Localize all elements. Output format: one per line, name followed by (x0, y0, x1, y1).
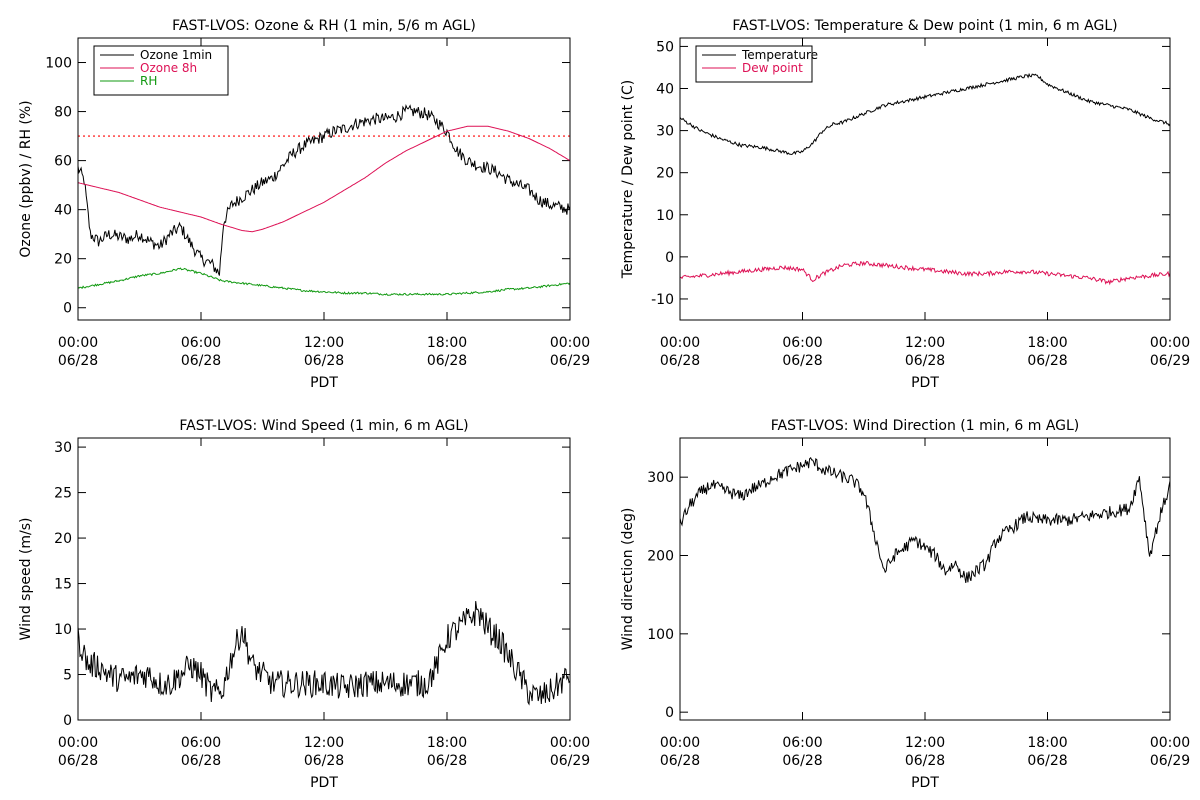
y-tick-label: 5 (63, 668, 72, 684)
x-axis-label: PDT (310, 375, 338, 391)
x-tick-label: 18:00 (1027, 735, 1067, 751)
series-line-2 (680, 260, 1170, 286)
y-tick-label: 10 (656, 208, 674, 224)
x-tick-label: 06/28 (58, 753, 98, 769)
y-tick-label: 200 (647, 549, 674, 565)
y-tick-label: 100 (45, 56, 72, 72)
x-tick-label: 06/29 (1150, 753, 1190, 769)
y-tick-label: 100 (647, 627, 674, 643)
x-tick-label: 06/28 (782, 353, 822, 369)
x-tick-label: 06/28 (427, 353, 467, 369)
series-line-1 (78, 601, 570, 706)
y-tick-label: 40 (54, 203, 72, 219)
y-axis-label: Wind direction (deg) (620, 508, 636, 651)
x-tick-label: 06/28 (304, 753, 344, 769)
plot-frame (77, 37, 571, 321)
y-tick-label: 50 (656, 39, 674, 55)
y-tick-label: 80 (54, 105, 72, 121)
chart-panel-1: FAST-LVOS: Ozone & RH (1 min, 5/6 m AGL)… (18, 18, 590, 391)
x-tick-label: 06/29 (550, 753, 590, 769)
x-tick-label: 00:00 (660, 335, 700, 351)
x-tick-label: 06/29 (550, 353, 590, 369)
plot-frame (77, 437, 571, 721)
plot-frame (679, 37, 1171, 321)
x-tick-label: 06/28 (660, 753, 700, 769)
chart-title: FAST-LVOS: Temperature & Dew point (1 mi… (732, 18, 1117, 34)
x-tick-label: 06/28 (1027, 353, 1067, 369)
x-tick-label: 06/28 (905, 753, 945, 769)
x-axis-label: PDT (911, 375, 939, 391)
series-line-1 (680, 456, 1170, 583)
x-tick-label: 00:00 (550, 335, 590, 351)
x-tick-label: 12:00 (905, 735, 945, 751)
chart-title: FAST-LVOS: Ozone & RH (1 min, 5/6 m AGL) (172, 18, 476, 34)
y-axis-label: Wind speed (m/s) (18, 518, 34, 641)
x-tick-label: 06/28 (58, 353, 98, 369)
y-tick-label: 40 (656, 82, 674, 98)
y-tick-label: 25 (54, 486, 72, 502)
x-tick-label: 06:00 (181, 735, 221, 751)
plot-frame (679, 437, 1171, 721)
x-tick-label: 06/28 (304, 353, 344, 369)
x-tick-label: 12:00 (304, 335, 344, 351)
y-tick-label: 20 (656, 166, 674, 182)
y-tick-label: 0 (665, 705, 674, 721)
y-tick-label: -10 (651, 292, 674, 308)
x-tick-label: 12:00 (905, 335, 945, 351)
y-tick-label: 15 (54, 577, 72, 593)
legend-box (93, 45, 229, 96)
x-tick-label: 00:00 (550, 735, 590, 751)
x-tick-label: 06/28 (427, 753, 467, 769)
y-tick-label: 60 (54, 154, 72, 170)
series-line-1 (680, 72, 1170, 156)
x-tick-label: 06/28 (660, 353, 700, 369)
x-tick-label: 06:00 (181, 335, 221, 351)
legend-label: Ozone 8h (140, 61, 197, 75)
x-tick-label: 12:00 (304, 735, 344, 751)
x-tick-label: 06:00 (782, 735, 822, 751)
x-tick-label: 00:00 (58, 735, 98, 751)
x-tick-label: 18:00 (1027, 335, 1067, 351)
y-tick-label: 0 (63, 301, 72, 317)
series-line-3 (78, 267, 570, 296)
chart-panel-3: FAST-LVOS: Wind Speed (1 min, 6 m AGL) Wi… (18, 418, 590, 791)
legend-label: Ozone 1min (140, 48, 212, 62)
x-tick-label: 06/28 (181, 753, 221, 769)
y-tick-label: 20 (54, 252, 72, 268)
legend-label: RH (140, 74, 157, 88)
x-tick-label: 06/28 (181, 353, 221, 369)
x-tick-label: 06:00 (782, 335, 822, 351)
x-tick-label: 06/28 (1027, 753, 1067, 769)
series-line-2 (78, 125, 570, 233)
y-tick-label: 30 (656, 124, 674, 140)
y-axis-label: Temperature / Dew point (C) (620, 80, 636, 279)
x-axis-label: PDT (310, 775, 338, 791)
y-tick-label: 0 (63, 713, 72, 729)
x-tick-label: 06/28 (782, 753, 822, 769)
x-tick-label: 18:00 (427, 335, 467, 351)
chart-title: FAST-LVOS: Wind Direction (1 min, 6 m AG… (771, 418, 1080, 434)
chart-title: FAST-LVOS: Wind Speed (1 min, 6 m AGL) (179, 418, 468, 434)
x-tick-label: 18:00 (427, 735, 467, 751)
x-tick-label: 00:00 (58, 335, 98, 351)
x-tick-label: 06/29 (1150, 353, 1190, 369)
x-tick-label: 00:00 (1150, 335, 1190, 351)
legend-label: Dew point (742, 61, 803, 75)
series-line-1 (78, 104, 570, 276)
legend-box (695, 45, 813, 83)
y-axis-label: Ozone (ppbv) / RH (%) (18, 100, 34, 257)
y-tick-label: 0 (665, 250, 674, 266)
x-axis-label: PDT (911, 775, 939, 791)
chart-panel-2: FAST-LVOS: Temperature & Dew point (1 mi… (620, 18, 1190, 391)
x-tick-label: 06/28 (905, 353, 945, 369)
legend-label: Temperature (741, 48, 818, 62)
x-tick-label: 00:00 (1150, 735, 1190, 751)
y-tick-label: 20 (54, 531, 72, 547)
x-tick-label: 00:00 (660, 735, 700, 751)
chart-panel-4: FAST-LVOS: Wind Direction (1 min, 6 m AG… (620, 418, 1190, 791)
y-tick-label: 10 (54, 622, 72, 638)
y-tick-label: 30 (54, 440, 72, 456)
y-tick-label: 300 (647, 470, 674, 486)
